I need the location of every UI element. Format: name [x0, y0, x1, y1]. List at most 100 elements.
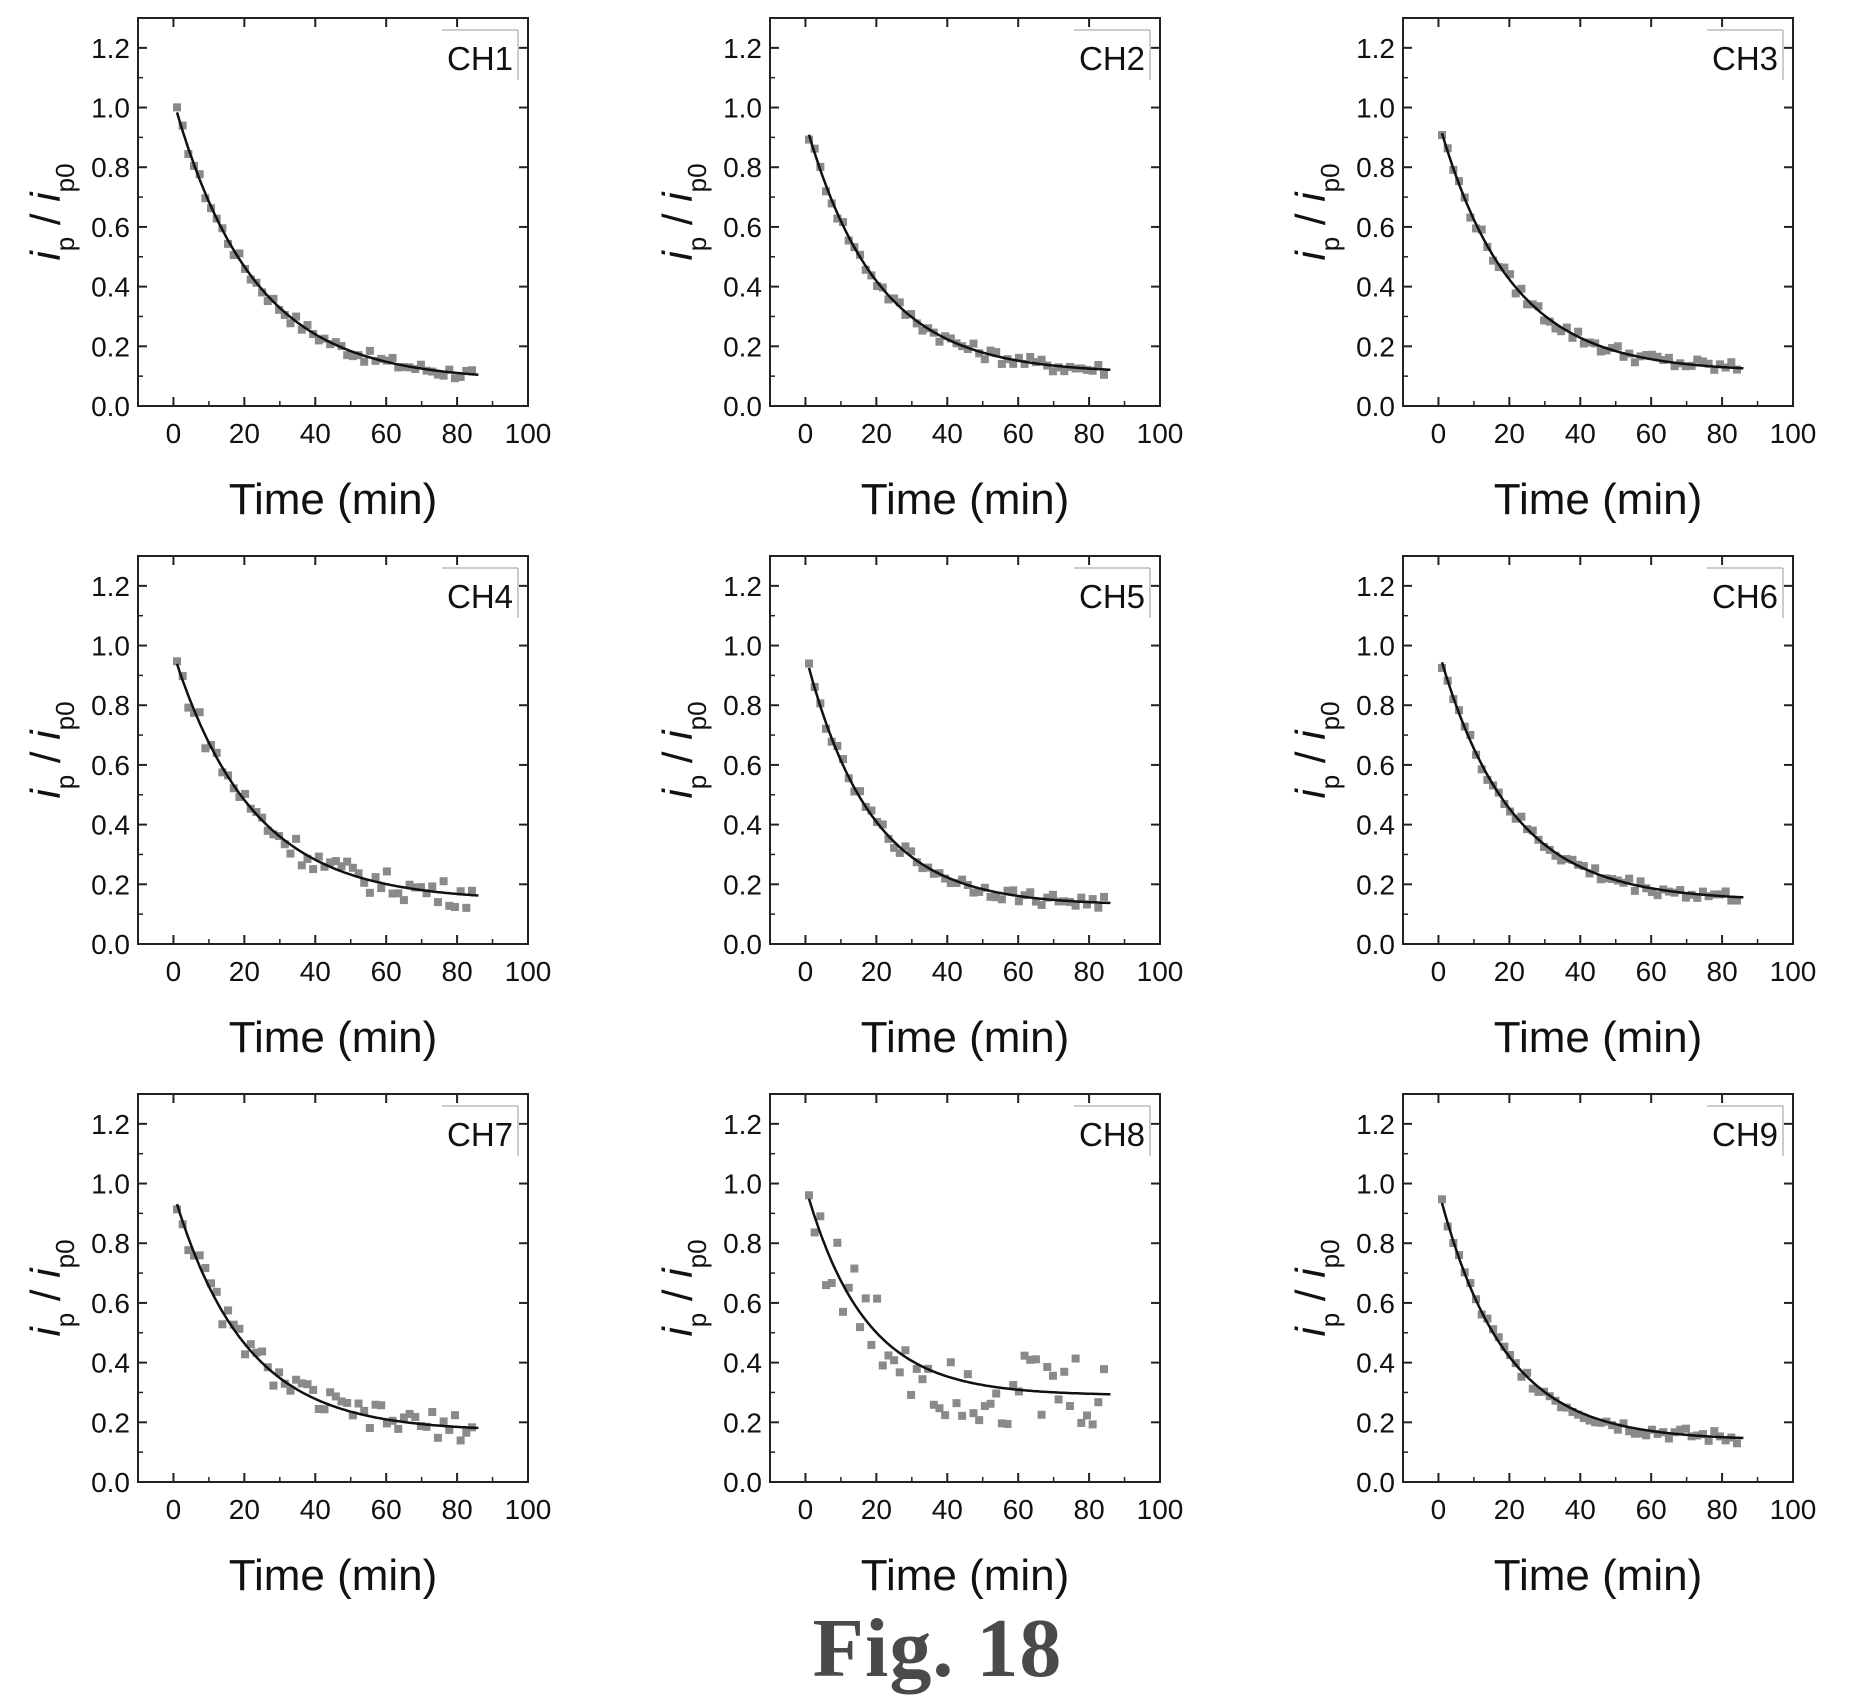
data-point	[1647, 1425, 1656, 1434]
y-axis-label-part: /	[22, 202, 69, 237]
data-point	[822, 724, 831, 733]
panel-label: CH5	[1079, 578, 1145, 615]
y-tick-label: 0.0	[91, 391, 130, 422]
y-axis-label-part: p	[682, 237, 712, 251]
data-point	[1037, 1410, 1046, 1419]
data-point	[1664, 353, 1673, 362]
x-tick-label: 100	[1137, 956, 1184, 987]
data-point	[1088, 366, 1097, 375]
y-tick-label: 0.2	[91, 1407, 130, 1438]
data-point	[320, 1405, 329, 1414]
x-tick-label: 80	[1074, 418, 1105, 449]
chart-panel-9: 0.0 0.2 0.4 0.6 0.8 1.0 1.2 0 20 40 60 80 100 Time (m…	[1287, 1093, 1816, 1600]
fit-curve	[1440, 132, 1744, 370]
data-point	[895, 298, 904, 307]
data-point	[184, 150, 193, 159]
x-tick-label: 0	[1431, 1494, 1447, 1525]
data-point	[929, 1400, 938, 1409]
data-point	[1009, 359, 1018, 368]
data-point	[952, 878, 961, 887]
data-point	[201, 1264, 210, 1273]
data-point	[382, 1419, 391, 1428]
data-point	[218, 1320, 227, 1329]
chart-panel-4: 0.0 0.2 0.4 0.6 0.8 1.0 1.2 0 20 40 60 80 100 Time (m…	[22, 555, 552, 1062]
x-tick-label: 100	[1137, 418, 1184, 449]
data-point	[303, 321, 312, 330]
data-point	[873, 1294, 882, 1303]
y-tick-label: 1.2	[1356, 33, 1395, 64]
data-point	[467, 886, 476, 895]
data-point	[422, 366, 431, 375]
x-tick-label: 60	[1003, 1494, 1034, 1525]
panel-label: CH6	[1712, 578, 1778, 615]
x-tick-label: 40	[300, 956, 331, 987]
data-point	[1585, 869, 1594, 878]
data-point	[1082, 900, 1091, 909]
x-tick-label: 60	[1003, 956, 1034, 987]
data-point	[884, 295, 893, 304]
data-point	[1037, 355, 1046, 364]
x-tick-label: 100	[505, 1494, 552, 1525]
x-axis-label: Time (min)	[861, 1551, 1070, 1600]
x-axis-label: Time (min)	[229, 475, 438, 524]
y-tick-label: 0.8	[1356, 690, 1395, 721]
data-point	[1026, 888, 1035, 897]
chart-panel-1: 0.0 0.2 0.4 0.6 0.8 1.0 1.2 0 20 40 60 80 100 Time (m…	[22, 17, 551, 524]
data-point	[901, 1346, 910, 1355]
data-point	[1664, 1434, 1673, 1443]
plot-frame	[769, 555, 1161, 945]
y-axis-label-part: /	[1287, 740, 1334, 775]
y-tick-label: 1.0	[91, 93, 130, 124]
data-point	[354, 1399, 363, 1408]
y-axis-label-part: i	[22, 1326, 69, 1337]
x-tick-label: 80	[442, 1494, 473, 1525]
data-point	[1020, 1351, 1029, 1360]
data-point	[907, 847, 916, 856]
plot-frame	[1402, 1093, 1794, 1483]
data-point	[827, 1279, 836, 1288]
data-point	[1026, 1355, 1035, 1364]
data-point	[1732, 365, 1741, 374]
plot-frame	[1402, 555, 1794, 945]
x-tick-label: 20	[861, 956, 892, 987]
data-point	[382, 867, 391, 876]
data-point	[839, 218, 848, 227]
x-tick-label: 100	[505, 956, 552, 987]
x-tick-label: 20	[1494, 956, 1525, 987]
plot-frame	[769, 1093, 1161, 1483]
data-point	[371, 873, 380, 882]
data-point	[997, 1419, 1006, 1428]
y-tick-label: 0.6	[723, 212, 762, 243]
x-tick-label: 0	[166, 418, 182, 449]
data-point	[1048, 1371, 1057, 1380]
data-point	[1494, 1333, 1503, 1342]
data-point	[184, 1246, 193, 1255]
data-point	[1466, 213, 1475, 222]
y-tick-label: 1.0	[1356, 631, 1395, 662]
x-tick-label: 0	[166, 956, 182, 987]
data-point	[331, 1392, 340, 1401]
y-tick-label: 0.4	[1356, 272, 1395, 303]
data-point	[1477, 225, 1486, 234]
data-point	[252, 808, 261, 817]
data-point	[946, 334, 955, 343]
data-point	[348, 352, 357, 361]
data-point	[969, 1409, 978, 1418]
data-point	[1579, 862, 1588, 871]
data-point	[212, 748, 221, 757]
y-axis-label-part: p	[682, 775, 712, 789]
data-point	[292, 1375, 301, 1384]
y-tick-label: 0.2	[91, 331, 130, 362]
x-tick-label: 40	[932, 1494, 963, 1525]
data-point	[822, 1281, 831, 1290]
y-tick-label: 0.6	[1356, 750, 1395, 781]
x-tick-label: 0	[798, 1494, 814, 1525]
y-tick-label: 0.8	[723, 1228, 762, 1259]
data-point	[1574, 1410, 1583, 1419]
data-point	[1054, 363, 1063, 372]
data-point	[1715, 890, 1724, 899]
y-axis-label-part: p	[50, 237, 80, 251]
data-point	[360, 357, 369, 366]
data-point	[1625, 874, 1634, 883]
data-point	[1693, 893, 1702, 902]
